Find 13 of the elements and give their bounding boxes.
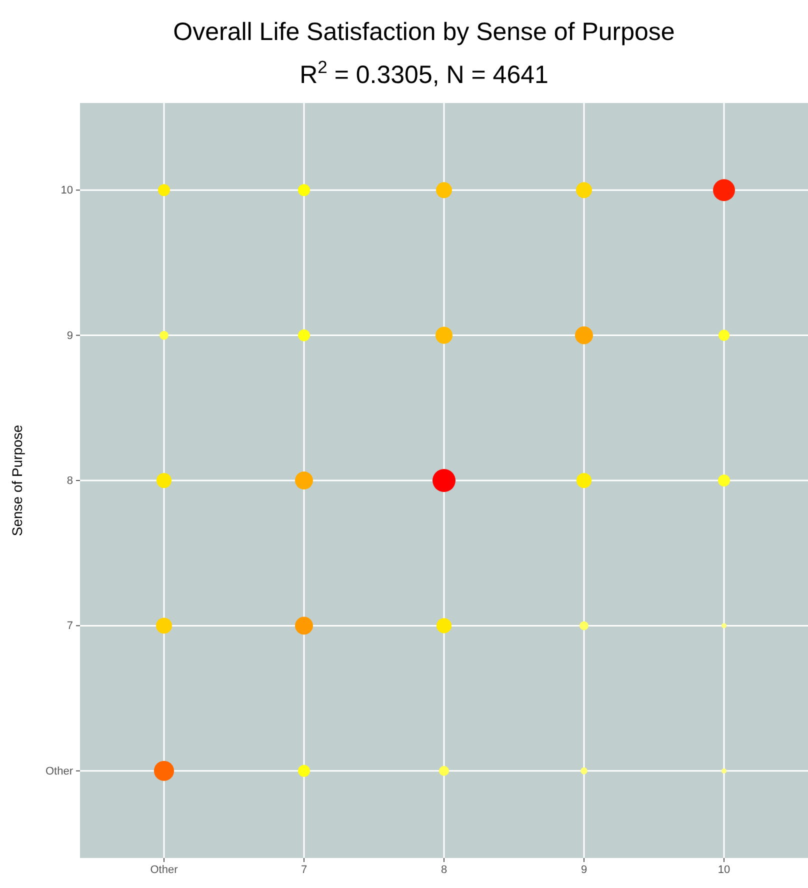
y-tick-label: 9 bbox=[66, 330, 73, 342]
y-tick-label: 10 bbox=[60, 184, 73, 197]
x-tick-label: 8 bbox=[440, 864, 448, 876]
x-tick-label: Other bbox=[150, 864, 178, 876]
y-tick-label: 7 bbox=[66, 620, 73, 632]
y-tick-label: 8 bbox=[66, 475, 73, 488]
y-tick-label: Other bbox=[45, 765, 74, 778]
x-tick-label: 10 bbox=[718, 864, 730, 876]
x-tick-label: 9 bbox=[580, 864, 588, 876]
y-axis-title: Sense of Purpose bbox=[9, 424, 25, 536]
chart-title: Overall Life Satisfaction by Sense of Purpose bbox=[173, 18, 675, 46]
x-tick-label: 7 bbox=[300, 864, 308, 876]
chart-subtitle: R$^{2}$ = 0.3305, N = 4641 bbox=[300, 57, 548, 89]
